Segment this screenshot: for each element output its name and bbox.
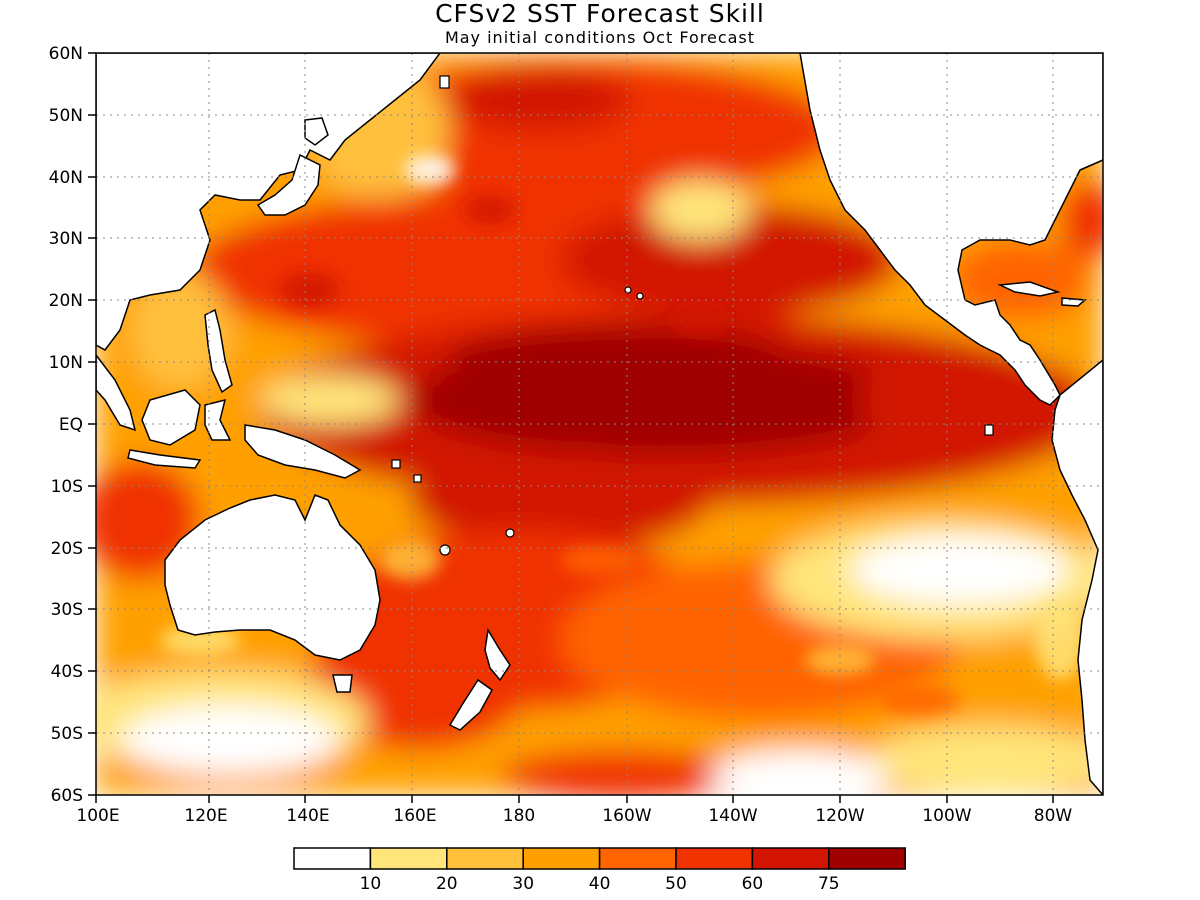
gridlines [96, 53, 1103, 795]
x-tick-label: 180 [503, 806, 535, 826]
colorbar-label: 30 [512, 874, 534, 894]
coastlines [96, 53, 1103, 795]
colorbar-cell [828, 847, 906, 870]
y-tick-label: 60N [49, 44, 83, 64]
colorbar-label: 50 [665, 874, 687, 894]
x-tick-label: 140E [286, 806, 329, 826]
colorbar-cell [598, 847, 677, 870]
colorbar-label: 60 [742, 874, 764, 894]
colorbar: 10 20 30 40 50 60 75 [293, 847, 906, 894]
y-tick-label: EQ [59, 415, 83, 435]
colorbar-label: 10 [360, 874, 382, 894]
x-tick-label: 100E [76, 806, 119, 826]
x-tick-label: 100W [922, 806, 971, 826]
skill-field [96, 53, 1103, 795]
x-tick-label: 160W [602, 806, 651, 826]
chart-title: CFSv2 SST Forecast Skill [435, 0, 765, 28]
y-tick-label: 50S [51, 724, 83, 744]
colorbar-label: 40 [589, 874, 611, 894]
colorbar-cell [751, 847, 830, 870]
x-tick-label: 120E [184, 806, 227, 826]
y-axis-labels: 60N 50N 40N 30N 20N 10N EQ 10S 20S 30S 4… [49, 44, 83, 806]
y-tick-label: 10S [51, 477, 83, 497]
y-tick-label: 40S [51, 662, 83, 682]
x-tick-label: 120W [815, 806, 864, 826]
y-tick-label: 20S [51, 539, 83, 559]
colorbar-cell [446, 847, 524, 870]
y-tick-label: 10N [49, 353, 83, 373]
colorbar-label: 20 [436, 874, 458, 894]
x-tick-label: 80W [1034, 806, 1073, 826]
y-tick-label: 30N [49, 229, 83, 249]
colorbar-cell [369, 847, 448, 870]
y-tick-label: 40N [49, 168, 83, 188]
chart-subtitle: May initial conditions Oct Forecast [444, 28, 756, 47]
x-tick-label: 160E [393, 806, 436, 826]
colorbar-label: 75 [818, 874, 840, 894]
y-tick-label: 50N [49, 106, 83, 126]
y-tick-label: 30S [51, 600, 83, 620]
x-tick-label: 140W [708, 806, 757, 826]
x-axis-labels: 100E 120E 140E 160E 180 160W 140W 120W 1… [76, 806, 1072, 826]
colorbar-cell [522, 847, 601, 870]
colorbar-cell [675, 847, 754, 870]
y-tick-label: 60S [51, 786, 83, 806]
y-tick-label: 20N [49, 291, 83, 311]
colorbar-cell [293, 847, 372, 870]
